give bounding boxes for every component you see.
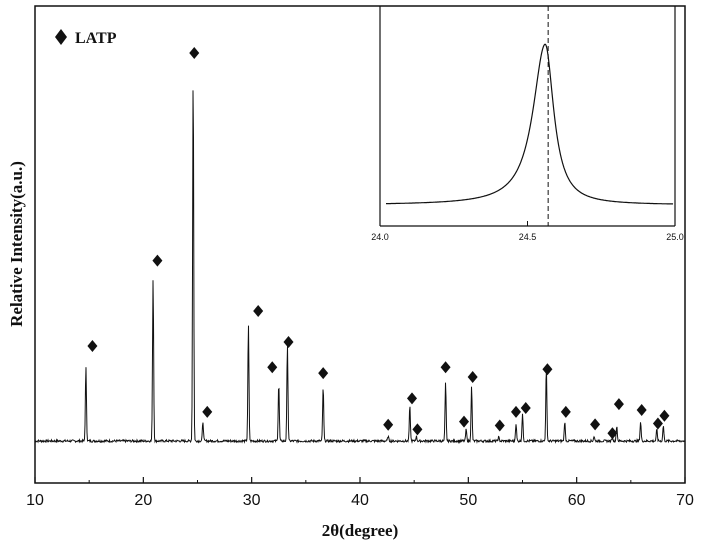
peak-marker [659,410,669,422]
x-tick-label: 60 [568,492,586,509]
peak-marker [202,406,212,418]
peak-marker [152,255,162,267]
peak-marker [284,336,294,348]
x-axis-title: 2θ(degree) [322,521,399,540]
peak-marker [521,402,531,414]
peak-marker [253,305,263,317]
peak-marker [318,367,328,379]
inset-x-tick-label: 24.5 [519,232,537,242]
peak-marker [383,419,393,431]
peak-markers [87,47,669,439]
peak-marker [637,404,647,416]
inset-x-tick-label: 24.0 [371,232,389,242]
xrd-pattern-line [35,90,685,442]
x-tick-label: 20 [134,492,152,509]
peak-marker [590,418,600,430]
plot-frame [35,6,685,483]
peak-marker [407,392,417,404]
x-tick-label: 40 [351,492,369,509]
x-tick-label: 70 [676,492,694,509]
peak-marker [495,419,505,431]
peak-marker [459,416,469,428]
inset-x-axis-ticks: 24.0 24.5 25.0 [371,221,684,242]
peak-marker [653,418,663,430]
peak-marker [87,340,97,352]
x-tick-label: 10 [26,492,44,509]
peak-marker [511,406,521,418]
x-axis-ticks: 10 20 30 40 50 60 70 [26,477,694,509]
y-axis-title: Relative Intensity(a.u.) [7,161,26,327]
peak-marker [561,406,571,418]
inset-chart: 24.0 24.5 25.0 [371,6,684,242]
inset-peak-line [386,44,673,204]
peak-marker [189,47,199,59]
legend-label: LATP [75,30,117,47]
peak-marker [267,361,277,373]
peak-marker [468,371,478,383]
legend-diamond-marker [55,29,67,45]
peak-marker [614,398,624,410]
x-tick-label: 50 [459,492,477,509]
peak-marker [542,363,552,375]
legend: LATP [55,29,117,47]
peak-marker [441,361,451,373]
inset-x-tick-label: 25.0 [666,232,684,242]
peak-marker [412,423,422,435]
x-tick-label: 30 [243,492,261,509]
